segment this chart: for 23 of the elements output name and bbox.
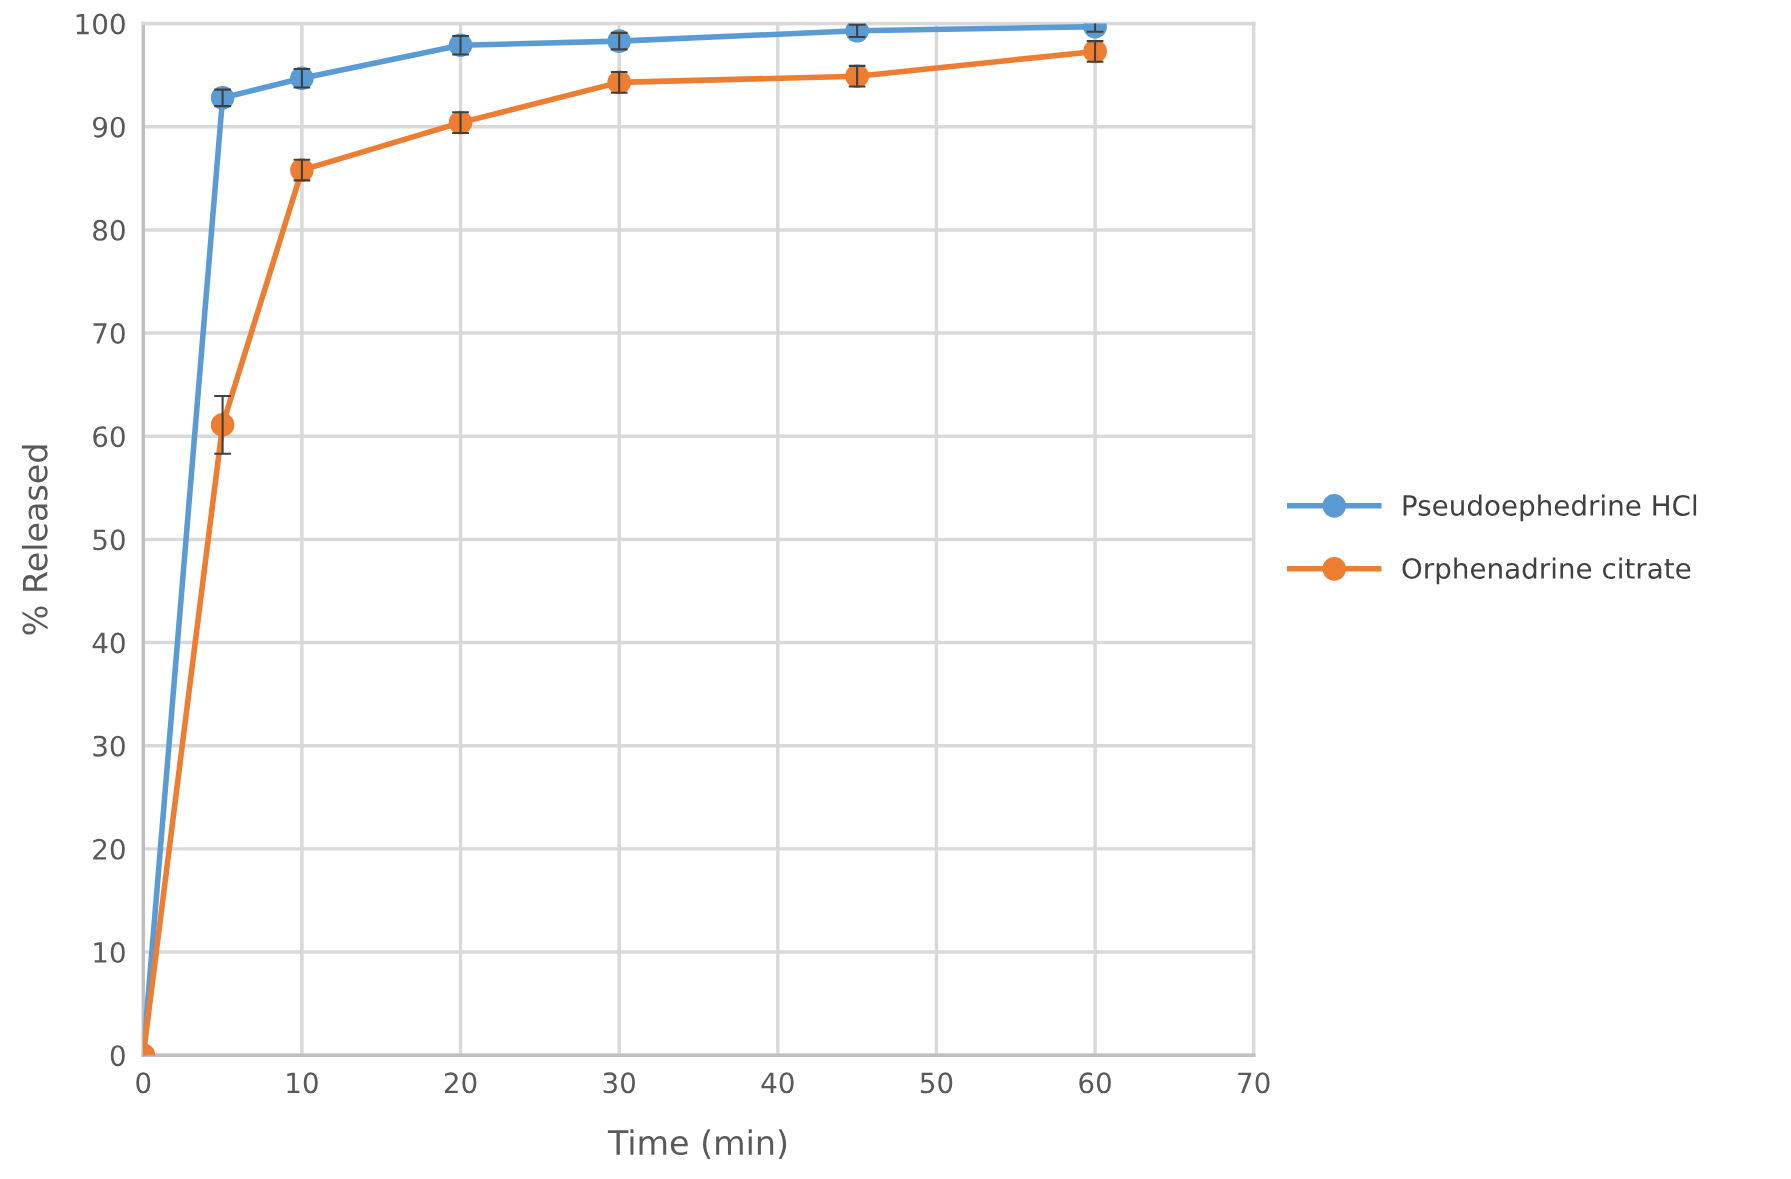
- y-tick-label: 60: [93, 426, 125, 448]
- y-tick-label: 10: [94, 941, 125, 963]
- x-tick-label: 0: [136, 1072, 151, 1094]
- x-tick-label: 40: [761, 1072, 794, 1094]
- x-tick-label: 50: [920, 1072, 953, 1094]
- y-tick-label: 80: [93, 219, 125, 241]
- y-tick-label: 20: [93, 838, 125, 860]
- y-tick-label: 100: [76, 13, 125, 35]
- y-tick-label: 40: [92, 632, 125, 654]
- x-tick-label: 10: [287, 1072, 318, 1094]
- x-tick-label: 60: [1079, 1072, 1111, 1094]
- y-tick-label: 50: [93, 529, 125, 551]
- y-tick-label: 70: [93, 323, 125, 345]
- legend-label: Pseudoephedrine HCl: [1403, 494, 1697, 522]
- x-tick-label: 30: [603, 1072, 635, 1094]
- x-tick-label: 70: [1238, 1072, 1270, 1094]
- y-tick-label: 90: [93, 116, 125, 138]
- legend-label: Orphenadrine citrate: [1402, 557, 1691, 585]
- y-axis-title: % Released: [21, 445, 48, 635]
- y-tick-label: 0: [110, 1045, 125, 1067]
- x-axis-title: Time (min): [607, 1129, 787, 1160]
- x-tick-label: 20: [444, 1072, 477, 1094]
- y-tick-label: 30: [93, 735, 125, 757]
